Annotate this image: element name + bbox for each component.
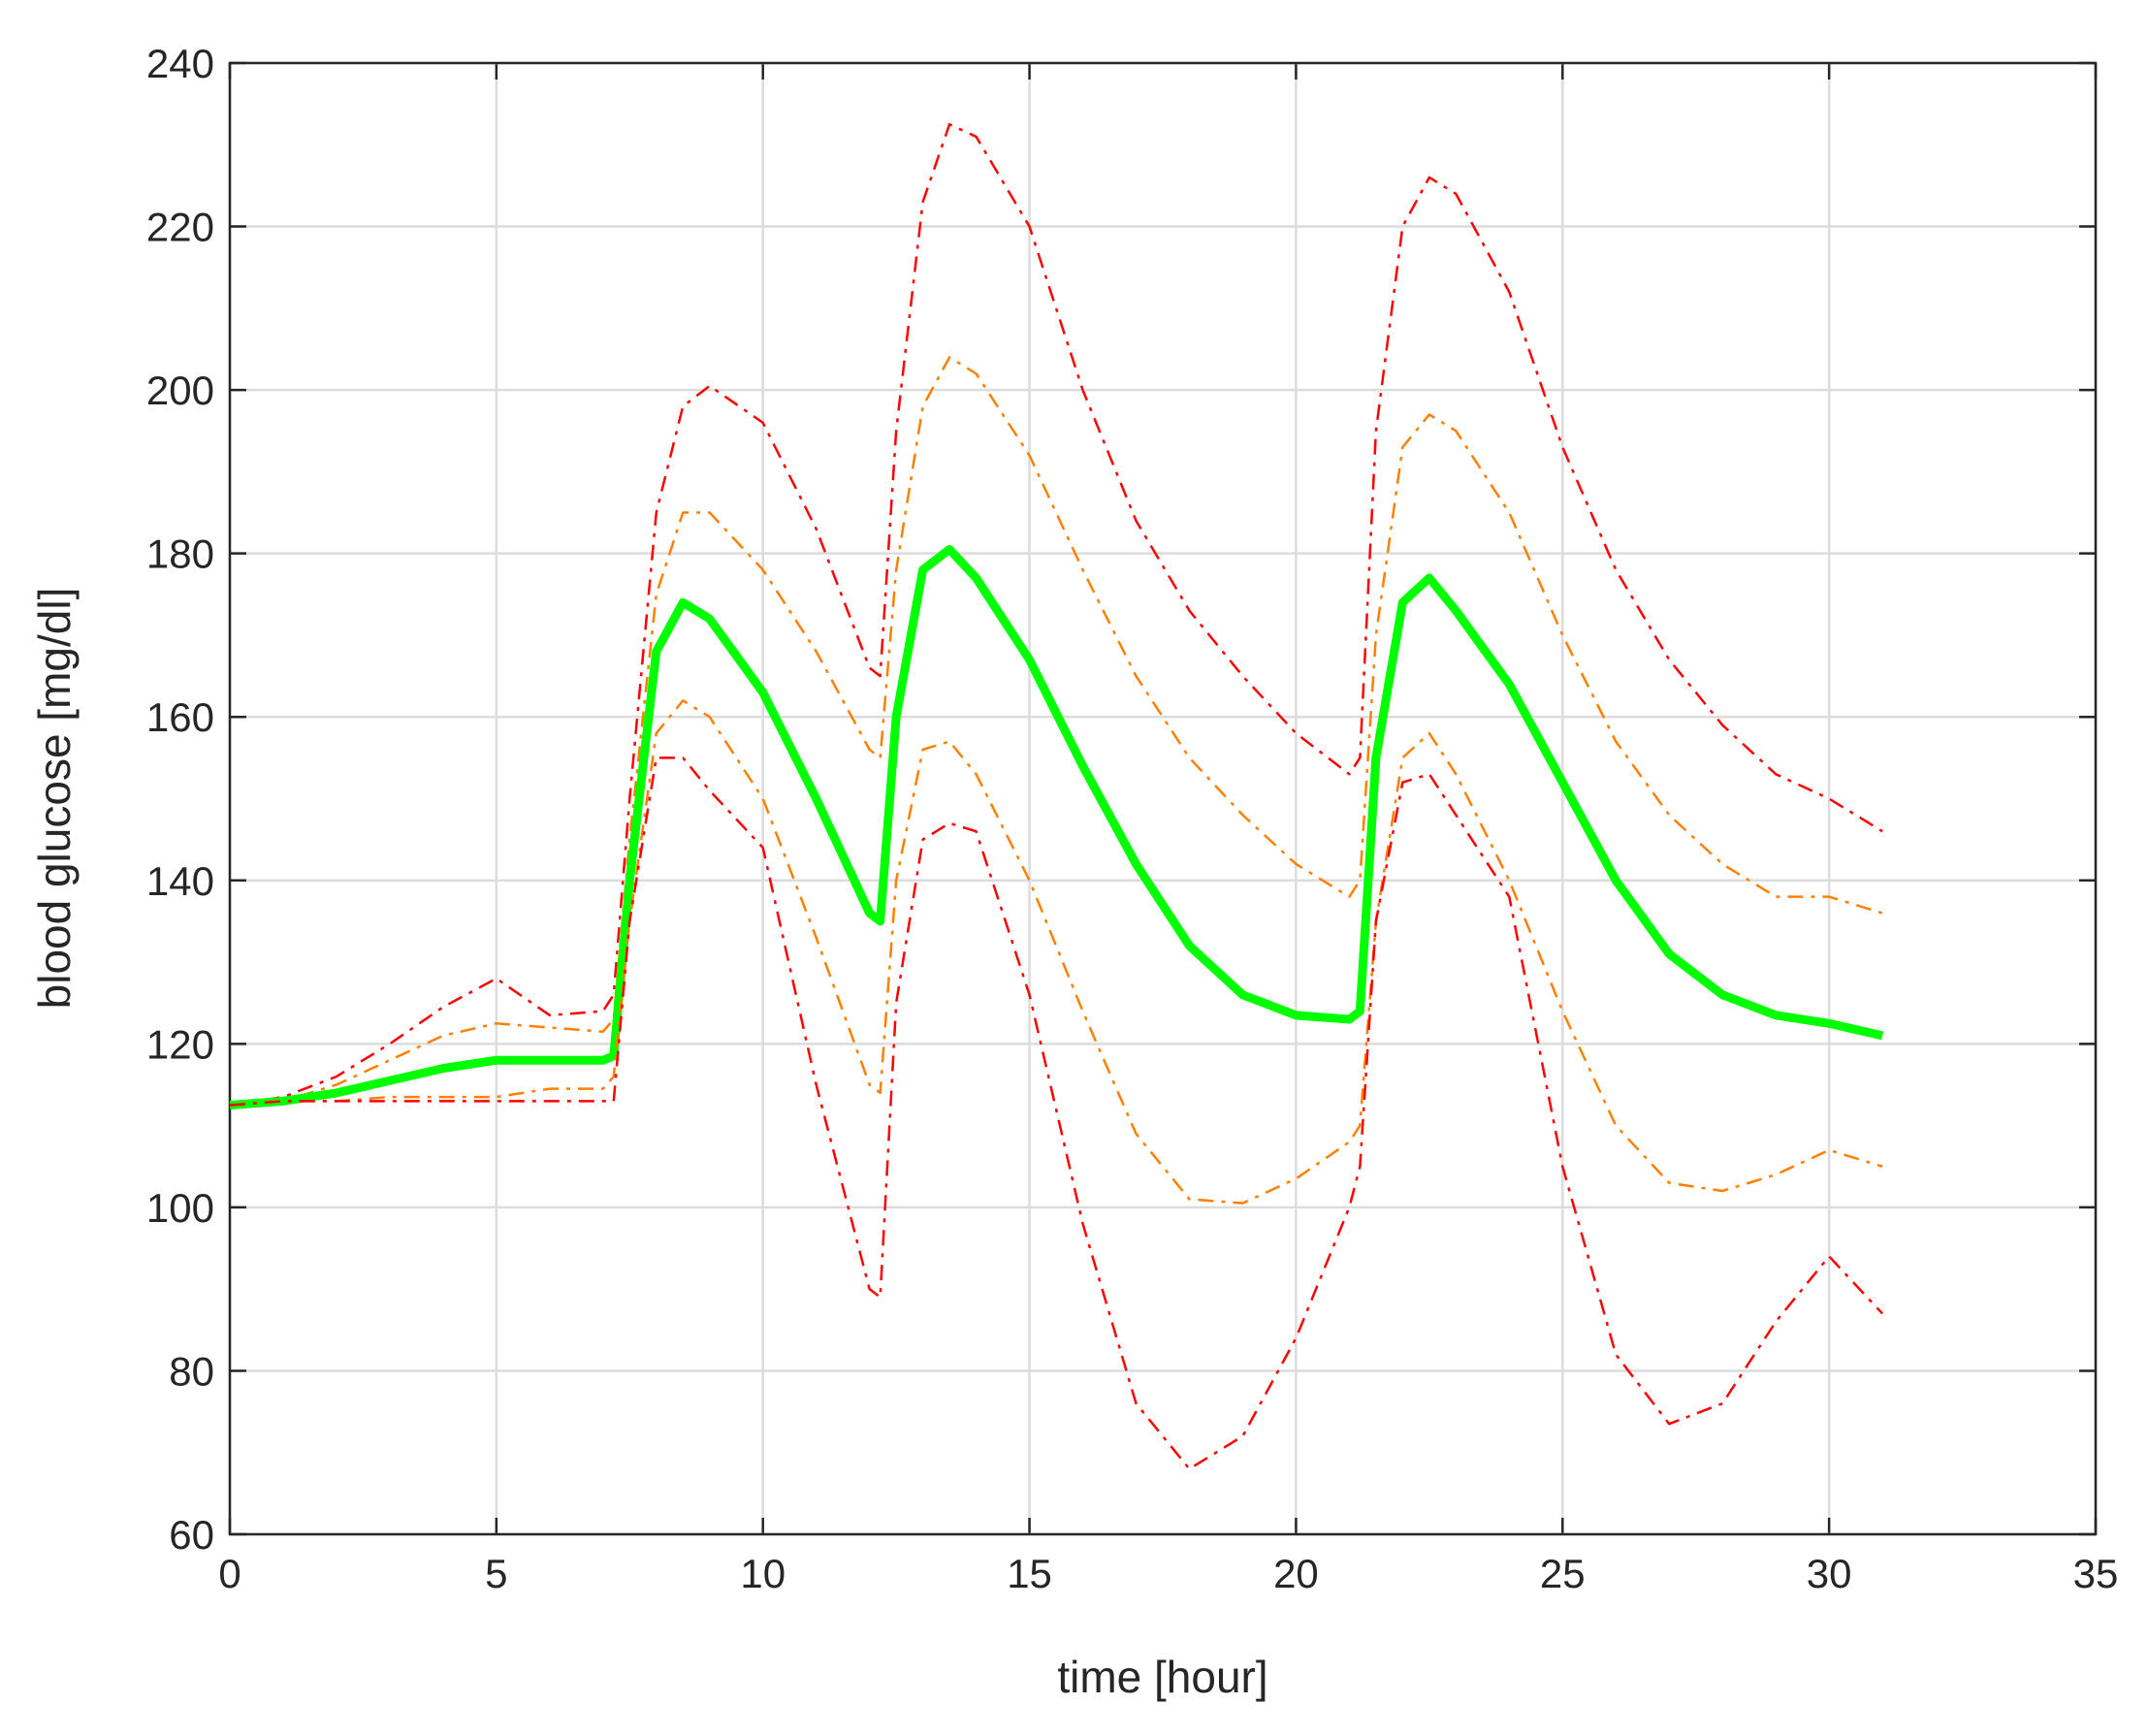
x-tick-label: 10 <box>740 1551 785 1596</box>
x-tick-label: 20 <box>1273 1551 1319 1596</box>
x-tick-label: 15 <box>1007 1551 1052 1596</box>
series-line <box>229 544 1884 1110</box>
plot-frame <box>228 61 2098 1536</box>
x-tick-label: 5 <box>485 1551 507 1596</box>
y-axis-label: blood glucose [mg/dl] <box>29 588 80 1010</box>
y-tick-label: 220 <box>146 205 214 250</box>
series-line <box>229 122 1883 1107</box>
series-line <box>229 699 1883 1205</box>
y-tick-label: 140 <box>146 858 214 904</box>
y-tick-label: 160 <box>146 694 214 740</box>
y-tick-label: 60 <box>169 1512 214 1558</box>
y-tick-label: 200 <box>146 368 214 413</box>
y-tick-label: 240 <box>146 41 214 86</box>
y-tick-label: 120 <box>146 1021 214 1067</box>
y-tick-label: 80 <box>169 1348 214 1394</box>
x-tick-label: 35 <box>2073 1551 2119 1596</box>
series-line <box>229 756 1884 1470</box>
series-line <box>229 356 1883 1107</box>
x-tick-label: 0 <box>218 1551 240 1596</box>
x-tick-label: 25 <box>1540 1551 1586 1596</box>
x-axis-label: time [hour] <box>1057 1652 1267 1702</box>
y-tick-label: 100 <box>146 1185 214 1231</box>
y-tick-label: 180 <box>146 531 214 577</box>
x-tick-label: 30 <box>1807 1551 1852 1596</box>
